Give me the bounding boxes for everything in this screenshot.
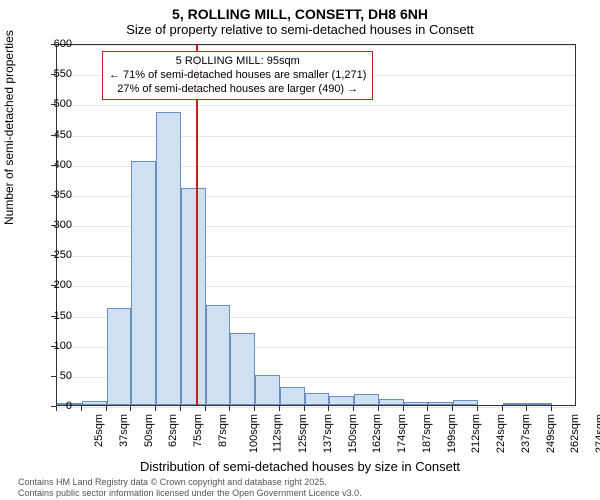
x-tick-mark	[180, 406, 181, 411]
x-tick-label: 125sqm	[297, 414, 309, 453]
histogram-bar	[379, 43, 404, 405]
x-tick-label: 62sqm	[167, 414, 179, 447]
y-axis-label-text: Number of semi-detached properties	[2, 30, 16, 225]
histogram-bar	[478, 43, 503, 405]
x-tick-label: 137sqm	[322, 414, 334, 453]
x-tick-mark	[106, 406, 107, 411]
histogram-bar-rect	[131, 161, 156, 405]
x-tick-mark	[56, 406, 57, 411]
annotation-line-2: ← 71% of semi-detached houses are smalle…	[109, 69, 366, 83]
x-tick-label: 174sqm	[396, 414, 408, 453]
x-tick-label: 50sqm	[143, 414, 155, 447]
histogram-bar	[404, 43, 429, 405]
x-tick-mark	[155, 406, 156, 411]
x-tick-label: 75sqm	[192, 414, 204, 447]
y-tick-mark	[51, 255, 56, 256]
x-tick-label: 100sqm	[248, 414, 260, 453]
x-tick-label: 87sqm	[217, 414, 229, 447]
x-tick-label: 212sqm	[471, 414, 483, 453]
y-tick-mark	[51, 104, 56, 105]
histogram-bar-rect	[404, 402, 429, 405]
histogram-bar	[453, 43, 478, 405]
x-tick-label: 199sqm	[446, 414, 458, 453]
x-tick-mark	[551, 406, 552, 411]
x-tick-label: 37sqm	[118, 414, 130, 447]
histogram-bar-rect	[527, 403, 552, 405]
y-tick-mark	[51, 165, 56, 166]
x-tick-label: 187sqm	[421, 414, 433, 453]
y-tick-mark	[51, 346, 56, 347]
y-tick-mark	[51, 135, 56, 136]
x-tick-mark	[353, 406, 354, 411]
x-tick-mark	[130, 406, 131, 411]
histogram-bar-rect	[428, 402, 453, 405]
x-tick-mark	[403, 406, 404, 411]
x-tick-label: 25sqm	[93, 414, 105, 447]
plot-inner: 5 ROLLING MILL: 95sqm← 71% of semi-detac…	[56, 44, 576, 406]
x-tick-mark	[254, 406, 255, 411]
y-tick-mark	[51, 44, 56, 45]
plot-area: 5 ROLLING MILL: 95sqm← 71% of semi-detac…	[56, 44, 576, 406]
annotation-line-3: 27% of semi-detached houses are larger (…	[109, 83, 366, 97]
grid-line	[57, 407, 575, 408]
histogram-bar-rect	[156, 112, 181, 405]
x-tick-mark	[304, 406, 305, 411]
histogram-bar	[552, 43, 577, 405]
y-tick-mark	[51, 225, 56, 226]
histogram-bar	[503, 43, 528, 405]
annotation-box: 5 ROLLING MILL: 95sqm← 71% of semi-detac…	[102, 51, 373, 100]
histogram-bar-rect	[280, 387, 305, 405]
x-tick-label: 112sqm	[272, 414, 284, 452]
footer: Contains HM Land Registry data © Crown c…	[18, 477, 362, 498]
histogram-bar	[428, 43, 453, 405]
x-tick-mark	[477, 406, 478, 411]
x-tick-mark	[279, 406, 280, 411]
x-tick-label: 237sqm	[520, 414, 532, 453]
x-tick-mark	[502, 406, 503, 411]
y-tick-mark	[51, 74, 56, 75]
histogram-bar	[527, 43, 552, 405]
chart-container: 5, ROLLING MILL, CONSETT, DH8 6NH Size o…	[0, 0, 600, 500]
histogram-bar-rect	[379, 399, 404, 405]
footer-line-1: Contains HM Land Registry data © Crown c…	[18, 477, 362, 487]
y-tick-mark	[51, 285, 56, 286]
x-tick-label: 249sqm	[545, 414, 557, 453]
chart-subtitle: Size of property relative to semi-detach…	[0, 22, 600, 41]
y-tick-mark	[51, 195, 56, 196]
x-tick-label: 274sqm	[594, 414, 600, 453]
x-tick-label: 262sqm	[570, 414, 582, 453]
histogram-bar-rect	[230, 333, 255, 405]
x-tick-mark	[229, 406, 230, 411]
histogram-bar-rect	[305, 393, 330, 405]
chart-title: 5, ROLLING MILL, CONSETT, DH8 6NH	[0, 0, 600, 22]
y-tick-mark	[51, 376, 56, 377]
histogram-bar-rect	[181, 188, 206, 405]
x-axis-label: Distribution of semi-detached houses by …	[0, 459, 600, 474]
histogram-bar-rect	[82, 401, 107, 405]
y-tick-mark	[51, 316, 56, 317]
x-tick-mark	[452, 406, 453, 411]
histogram-bar-rect	[453, 400, 478, 405]
x-tick-mark	[205, 406, 206, 411]
x-tick-label: 224sqm	[495, 414, 507, 453]
histogram-bar-rect	[255, 375, 280, 405]
x-tick-label: 162sqm	[372, 414, 384, 453]
x-tick-mark	[81, 406, 82, 411]
y-axis-label: Number of semi-detached properties	[2, 30, 16, 225]
histogram-bar-rect	[329, 396, 354, 405]
x-tick-mark	[427, 406, 428, 411]
x-tick-mark	[526, 406, 527, 411]
histogram-bar-rect	[354, 394, 379, 405]
histogram-bar-rect	[206, 305, 231, 405]
histogram-bar-rect	[107, 308, 132, 405]
x-tick-mark	[378, 406, 379, 411]
footer-line-2: Contains public sector information licen…	[18, 488, 362, 498]
x-tick-mark	[328, 406, 329, 411]
histogram-bar-rect	[503, 403, 528, 405]
annotation-line-1: 5 ROLLING MILL: 95sqm	[109, 55, 366, 69]
x-tick-label: 150sqm	[347, 414, 359, 453]
